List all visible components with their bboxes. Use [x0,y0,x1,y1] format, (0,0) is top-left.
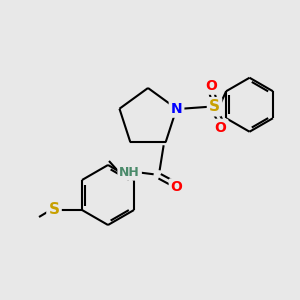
Text: O: O [206,79,218,93]
Text: N: N [171,102,182,116]
Text: NH: NH [119,166,140,179]
Text: O: O [214,121,226,135]
Text: S: S [209,99,220,114]
Text: O: O [171,180,183,194]
Text: S: S [49,202,59,217]
